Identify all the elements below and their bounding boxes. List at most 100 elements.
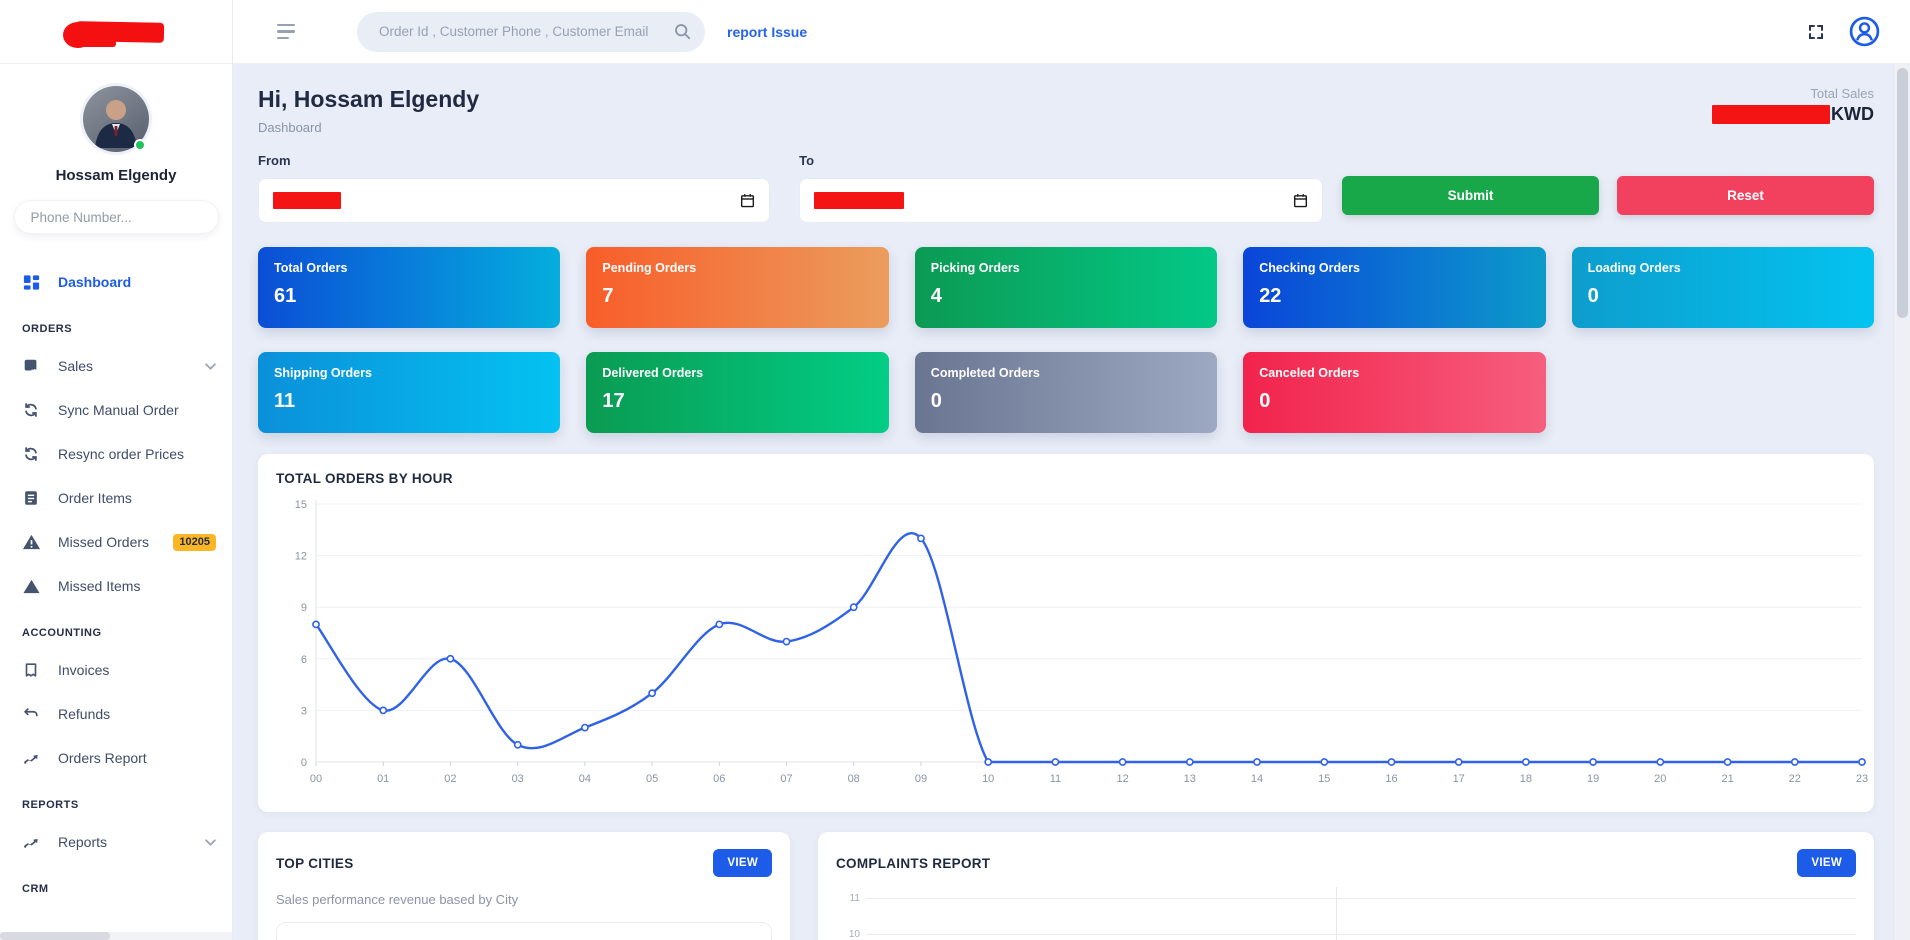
from-date-input[interactable]: [258, 178, 771, 223]
sidebar-item-order-items[interactable]: Order Items: [0, 476, 232, 520]
svg-text:18: 18: [1520, 773, 1532, 785]
total-sales-value-redacted: [1712, 105, 1830, 124]
sidebar-nav: Dashboard ORDERS Sales Sync Manual Order Res…: [0, 260, 232, 904]
sync-icon: [22, 445, 42, 463]
main-content: Hi, Hossam Elgendy Dashboard Total Sales…: [233, 64, 1893, 940]
stat-card-label: Canceled Orders: [1259, 366, 1360, 380]
nav-section-accounting: ACCOUNTING: [22, 627, 102, 639]
topbar: report Issue: [0, 0, 1910, 64]
stat-card-value: 11: [274, 390, 296, 412]
reset-button[interactable]: Reset: [1617, 176, 1874, 215]
complaints-chart: 11 10: [836, 887, 1856, 940]
svg-text:12: 12: [1116, 773, 1128, 785]
breadcrumb: Dashboard: [258, 120, 322, 135]
sidebar-item-sync-manual-order[interactable]: Sync Manual Order: [0, 388, 232, 432]
sidebar-item-label: Missed Items: [58, 578, 141, 594]
orders-by-hour-card: TOTAL ORDERS BY HOUR 0 3 6 9 12 15 00 01 02 03 04 0…: [258, 454, 1874, 812]
city-name: Al Farwaniyah Governorate: [293, 938, 476, 940]
sidebar-item-label: Order Items: [58, 490, 132, 506]
stat-card-canceled-orders: Canceled Orders 0: [1243, 352, 1546, 433]
svg-text:13: 13: [1184, 773, 1196, 785]
svg-text:17: 17: [1453, 773, 1465, 785]
svg-text:08: 08: [848, 773, 860, 785]
stat-cards-row-1: Total Orders 61 Pending Orders 7 Picking Ord…: [258, 247, 1874, 328]
order-items-icon: [22, 489, 42, 507]
scrollbar-thumb[interactable]: [1897, 68, 1908, 318]
sidebar-item-label: Orders Report: [58, 750, 147, 766]
stat-card-label: Checking Orders: [1259, 261, 1360, 275]
from-label: From: [258, 153, 291, 168]
complaints-report-card: COMPLAINTS REPORT VIEW 11 10: [818, 832, 1874, 940]
search-input[interactable]: [379, 24, 674, 39]
sidebar-item-refunds[interactable]: Refunds: [0, 692, 232, 736]
stat-card-value: 0: [1587, 285, 1599, 307]
chevron-down-icon: [205, 362, 216, 370]
sidebar-item-missed-orders[interactable]: Missed Orders 10205: [0, 520, 232, 564]
search-icon[interactable]: [674, 23, 691, 40]
to-date-value-redacted: [814, 192, 905, 209]
sidebar-item-orders-report[interactable]: Orders Report: [0, 736, 232, 780]
stat-card-label: Loading Orders: [1587, 261, 1681, 275]
invoice-icon: [22, 661, 42, 679]
complaints-view-button[interactable]: VIEW: [1797, 849, 1856, 877]
solid-triangle-icon: [22, 577, 42, 596]
orders-by-hour-title: TOTAL ORDERS BY HOUR: [276, 471, 453, 486]
stat-card-loading-orders: Loading Orders 0: [1571, 247, 1874, 328]
stat-card-value: 17: [602, 390, 625, 412]
avatar: [83, 86, 149, 152]
report-issue-link[interactable]: report Issue: [727, 23, 808, 40]
stat-card-label: Pending Orders: [602, 261, 697, 275]
svg-text:06: 06: [713, 773, 725, 785]
sidebar-item-missed-items[interactable]: Missed Items: [0, 564, 232, 608]
sidebar-item-sales[interactable]: Sales: [0, 344, 232, 388]
gridline: [866, 898, 1856, 899]
phone-number-input[interactable]: [13, 200, 219, 234]
logo-area: [0, 0, 233, 64]
svg-text:9: 9: [301, 602, 307, 614]
svg-text:15: 15: [1318, 773, 1330, 785]
city-row: Al Farwaniyah Governorate 20: [293, 938, 755, 940]
nav-section-reports: REPORTS: [22, 799, 79, 811]
total-sales: Total Sales KWD: [1712, 86, 1874, 125]
sidebar-item-invoices[interactable]: Invoices: [0, 648, 232, 692]
stat-card-label: Shipping Orders: [274, 366, 372, 380]
svg-text:05: 05: [646, 773, 658, 785]
gridline: [866, 934, 1856, 935]
missed-orders-badge: 10205: [173, 533, 216, 551]
calendar-icon[interactable]: [1293, 193, 1308, 208]
stat-card-delivered-orders: Delivered Orders 17: [586, 352, 889, 433]
fullscreen-icon[interactable]: [1807, 23, 1825, 41]
stat-card-value: 7: [602, 285, 614, 307]
sidebar-user-name: Hossam Elgendy: [55, 167, 177, 184]
top-cities-title: TOP CITIES: [276, 855, 354, 871]
stat-card-label: Picking Orders: [930, 261, 1020, 275]
total-sales-label: Total Sales: [1810, 86, 1874, 101]
sidebar-item-label: Resync order Prices: [58, 446, 185, 462]
sidebar-item-reports[interactable]: Reports: [0, 820, 232, 864]
to-date-input[interactable]: [799, 178, 1323, 223]
submit-button[interactable]: Submit: [1342, 176, 1599, 215]
sidebar-item-label: Missed Orders: [58, 534, 150, 550]
sidebar-item-dashboard[interactable]: Dashboard: [0, 260, 232, 304]
page-vertical-scrollbar[interactable]: [1893, 64, 1910, 940]
sidebar-item-resync-order-prices[interactable]: Resync order Prices: [0, 432, 232, 476]
sidebar-item-label: Sales: [58, 358, 94, 374]
reports-icon: [22, 833, 42, 851]
stat-card-value: 4: [930, 285, 942, 307]
global-search: [357, 11, 705, 52]
svg-text:10: 10: [982, 773, 994, 785]
svg-text:16: 16: [1385, 773, 1397, 785]
svg-text:11: 11: [1050, 773, 1061, 785]
calendar-icon[interactable]: [740, 193, 755, 208]
online-status-dot: [134, 139, 146, 151]
svg-text:12: 12: [295, 551, 307, 563]
sidebar-horizontal-scrollbar[interactable]: [0, 932, 232, 940]
topbar-actions: [1807, 16, 1880, 47]
profile-icon[interactable]: [1849, 16, 1880, 47]
top-cities-view-button[interactable]: VIEW: [713, 849, 772, 877]
sidebar-profile: Hossam Elgendy: [0, 64, 232, 234]
menu-toggle-icon[interactable]: [277, 23, 297, 40]
complaints-ytick: 10: [848, 929, 860, 940]
svg-text:0: 0: [301, 757, 307, 769]
